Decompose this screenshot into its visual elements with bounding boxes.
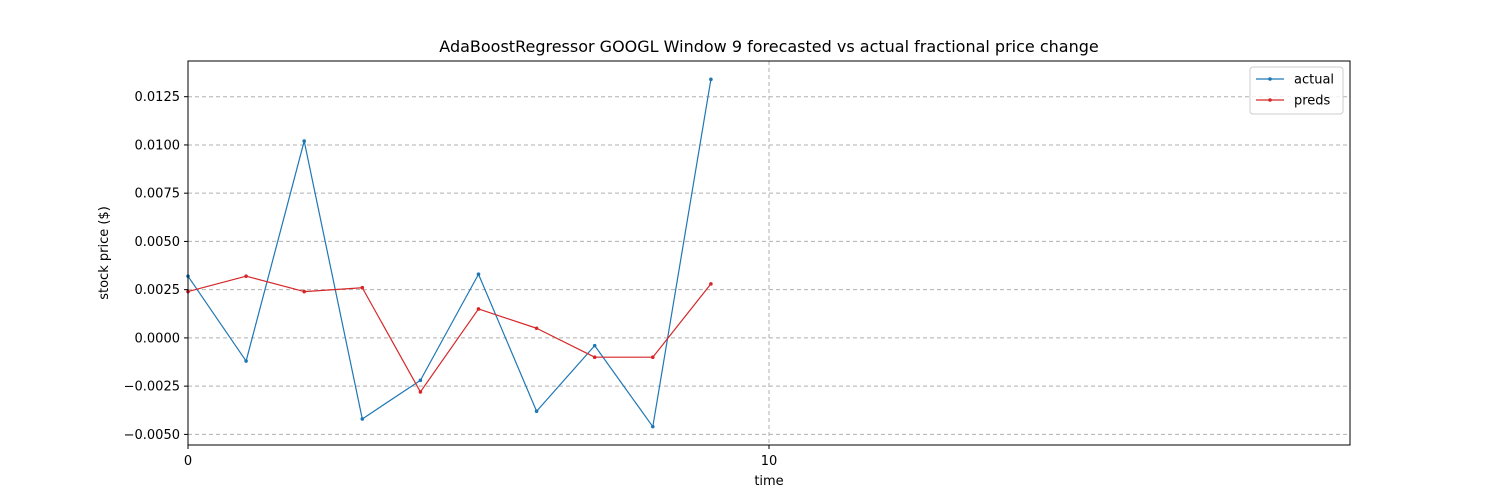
data-point-preds [244,274,248,278]
chart-title: AdaBoostRegressor GOOGL Window 9 forecas… [439,37,1098,56]
legend-item-actual: actual [1256,73,1334,88]
y-tick-label: 0.0100 [135,138,181,153]
y-axis: −0.0050 −0.0025 0.0000 0.0025 0.0050 0.0075 0.… [124,90,188,443]
series-layer [186,77,713,429]
x-axis: 0 10 [184,445,777,469]
data-point-actual [244,359,248,363]
y-axis-label: stock price ($) [97,206,112,300]
data-point-preds [418,390,423,394]
data-point-preds [709,282,713,286]
legend-marker [1268,77,1272,81]
data-point-actual [709,77,713,82]
data-point-preds [302,289,307,294]
data-point-actual [651,424,655,429]
y-tick-label: −0.0025 [124,380,180,395]
y-tick-label: 0.0025 [135,283,181,298]
x-tick-label: 10 [761,454,778,469]
legend-item-preds: preds [1256,94,1331,109]
data-point-preds [651,355,655,360]
y-tick-label: −0.0050 [124,428,180,443]
series-actual [186,77,713,429]
data-point-preds [360,285,365,290]
data-point-actual [360,417,365,421]
data-point-actual [302,139,307,143]
series-preds [186,274,713,394]
x-axis-label: time [754,474,783,489]
data-point-actual [534,409,539,414]
x-tick-label: 0 [184,454,192,469]
y-tick-label: 0.0050 [135,235,181,250]
data-point-actual [592,343,597,348]
legend-label: preds [1294,94,1331,109]
y-tick-label: 0.0000 [135,331,181,346]
data-point-preds [476,307,481,311]
y-tick-label: 0.0075 [135,187,181,202]
data-point-actual [476,272,481,277]
series-line-preds [187,275,712,393]
legend-label: actual [1294,73,1334,88]
legend-marker [1268,98,1272,102]
data-point-actual [418,378,423,383]
y-tick-label: 0.0125 [135,90,181,105]
series-line-actual [187,79,712,428]
legend: actual preds [1249,66,1344,115]
data-point-preds [592,355,597,360]
data-point-preds [534,326,539,331]
